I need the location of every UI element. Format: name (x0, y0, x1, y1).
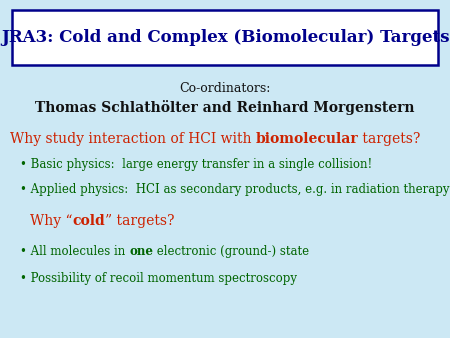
Text: ” targets?: ” targets? (105, 214, 175, 228)
Text: Why “: Why “ (30, 214, 72, 228)
FancyBboxPatch shape (12, 10, 438, 65)
Text: JRA3: Cold and Complex (Biomolecular) Targets: JRA3: Cold and Complex (Biomolecular) Ta… (1, 29, 449, 46)
Text: • Basic physics:  large energy transfer in a single collision!: • Basic physics: large energy transfer i… (20, 158, 372, 171)
Text: Why study interaction of HCI with: Why study interaction of HCI with (10, 132, 256, 146)
Text: • Applied physics:  HCI as secondary products, e.g. in radiation therapy: • Applied physics: HCI as secondary prod… (20, 183, 450, 196)
Text: electronic (ground-) state: electronic (ground-) state (153, 245, 309, 258)
Text: biomolecular: biomolecular (256, 132, 359, 146)
Text: Co-ordinators:: Co-ordinators: (179, 82, 271, 95)
Text: • All molecules in: • All molecules in (20, 245, 129, 258)
Text: targets?: targets? (359, 132, 421, 146)
Text: • Possibility of recoil momentum spectroscopy: • Possibility of recoil momentum spectro… (20, 272, 297, 285)
Text: cold: cold (72, 214, 105, 228)
Text: Thomas Schlathölter and Reinhard Morgenstern: Thomas Schlathölter and Reinhard Morgens… (35, 100, 415, 115)
Text: one: one (129, 245, 153, 258)
